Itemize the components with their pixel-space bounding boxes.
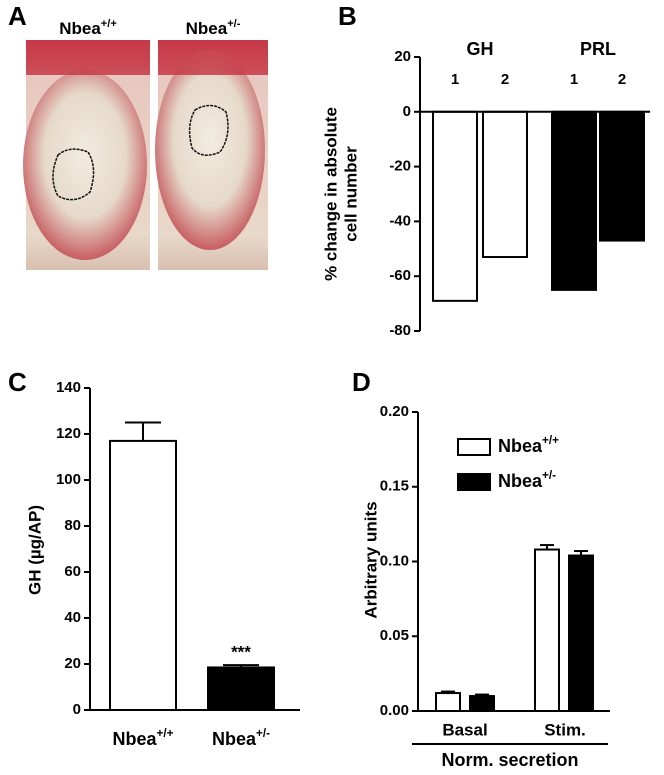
- y-tick-label: 100: [56, 471, 81, 488]
- legend-swatch: [457, 438, 491, 456]
- photo-2: [155, 40, 268, 270]
- x-tick-label: Nbea+/+: [113, 727, 174, 749]
- legend-label: Nbea+/-: [498, 469, 556, 491]
- bar: [568, 554, 594, 713]
- y-tick-label: -80: [389, 322, 411, 339]
- y-tick-label: 0.10: [380, 552, 409, 569]
- y-tick-label: 0.15: [380, 478, 409, 495]
- bar: [109, 439, 177, 711]
- bar: [534, 548, 560, 712]
- y-tick-label: 0.20: [380, 403, 409, 420]
- x-tick-label: 2: [618, 71, 626, 88]
- x-tick-label: 1: [451, 71, 459, 88]
- y-tick-label: 140: [56, 379, 81, 396]
- y-tick-label: 0.05: [380, 627, 409, 644]
- photo-label: Nbea+/+: [59, 18, 117, 39]
- y-tick-label: 60: [64, 563, 81, 580]
- panel-label: C: [8, 367, 27, 397]
- y-tick-label: 20: [64, 655, 81, 672]
- group-label: PRL: [580, 39, 616, 59]
- y-axis-label: % change in absolute: [321, 107, 340, 281]
- bar: [469, 695, 495, 712]
- panel-label: B: [338, 1, 357, 31]
- photo-1: [23, 40, 150, 270]
- bar: [432, 110, 478, 302]
- x-axis-label: Norm. secretion: [441, 750, 578, 770]
- bar: [482, 110, 528, 259]
- x-tick-label: 1: [570, 71, 578, 88]
- bar: [207, 666, 275, 712]
- panel-label: A: [8, 1, 27, 31]
- y-tick-label: 120: [56, 425, 81, 442]
- annotation: ***: [231, 643, 251, 662]
- y-tick-label: 0.00: [380, 702, 409, 719]
- y-tick-label: -40: [389, 212, 411, 229]
- bar: [599, 110, 645, 242]
- y-tick-label: 0: [73, 701, 81, 718]
- y-tick-label: -20: [389, 158, 411, 175]
- x-tick-label: 2: [501, 71, 509, 88]
- x-tick-label: Basal: [442, 720, 487, 739]
- y-tick-label: 40: [64, 609, 81, 626]
- y-tick-label: -60: [389, 267, 411, 284]
- y-tick-label: 80: [64, 517, 81, 534]
- y-tick-label: 20: [394, 48, 411, 65]
- y-axis-label: cell number: [341, 146, 360, 242]
- y-tick-label: 0: [403, 103, 411, 120]
- bar: [435, 692, 461, 712]
- y-axis-label: GH (µg/AP): [25, 505, 44, 595]
- legend-label: Nbea+/+: [498, 434, 559, 456]
- x-tick-label: Stim.: [544, 720, 586, 739]
- photo-label: Nbea+/-: [186, 18, 241, 39]
- legend-swatch: [457, 473, 491, 491]
- x-tick-label: Nbea+/-: [212, 727, 270, 749]
- bar: [551, 110, 597, 291]
- group-label: GH: [467, 39, 494, 59]
- y-axis-label: Arbitrary units: [361, 501, 380, 618]
- panel-label: D: [352, 367, 371, 397]
